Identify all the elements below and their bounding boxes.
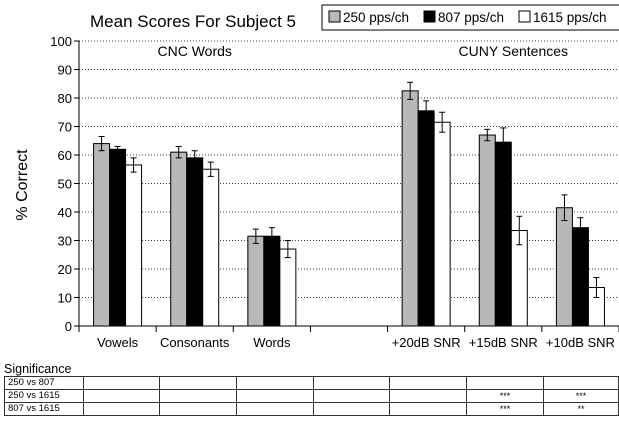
significance-cell	[236, 389, 314, 403]
significance-cell	[389, 402, 468, 416]
legend-label: 1615 pps/ch	[533, 10, 607, 25]
chart-title: Mean Scores For Subject 5	[90, 12, 296, 31]
significance-cell: **	[543, 402, 619, 416]
y-tick-label: 0	[65, 319, 72, 334]
bar	[417, 110, 435, 327]
significance-row-label: 807 vs 1615	[4, 402, 84, 416]
significance-row: 250 vs 807	[4, 376, 619, 390]
y-tick-label: 100	[50, 34, 72, 49]
y-tick-label: 60	[58, 148, 72, 163]
bar	[186, 157, 204, 327]
y-axis-label: % Correct	[14, 149, 31, 221]
significance-cell	[466, 376, 544, 390]
bar	[433, 121, 451, 327]
significance-cell: ***	[466, 389, 544, 403]
legend-swatch	[423, 10, 436, 23]
grid-lines	[79, 40, 619, 298]
bar	[401, 90, 419, 327]
bar	[571, 227, 589, 327]
y-tick-label: 40	[58, 205, 72, 220]
significance-cell: ***	[543, 389, 619, 403]
bar	[247, 235, 265, 327]
significance-cell	[82, 376, 161, 390]
x-tick-label: Vowels	[97, 335, 139, 350]
legend-label: 250 pps/ch	[343, 10, 409, 25]
significance-cell: ***	[466, 402, 544, 416]
x-tick-label: +10dB SNR	[546, 335, 615, 350]
bar-chart: Mean Scores For Subject 5 % Correct 250 …	[14, 4, 619, 350]
significance-table: 250 vs 807 250 vs 1615 *** *** 807 vs 1615 **…	[4, 376, 619, 416]
bar	[170, 151, 188, 327]
significance-cell	[159, 376, 238, 390]
y-axis: 0 10 20 30 40 50 60 70 80 90 100	[50, 34, 80, 334]
legend-swatch	[518, 10, 531, 23]
bars	[93, 81, 605, 327]
significance-row-label: 250 vs 807	[4, 376, 84, 390]
significance-label: Significance	[4, 362, 72, 376]
bar	[478, 134, 496, 327]
y-tick-label: 10	[58, 291, 72, 306]
bar	[93, 143, 111, 327]
y-tick-label: 20	[58, 262, 72, 277]
group-header-cuny-sentences: CUNY Sentences	[459, 43, 568, 59]
significance-cell	[159, 389, 238, 403]
bar	[263, 235, 281, 327]
significance-cell	[389, 376, 468, 390]
x-axis: Vowels Consonants Words +20dB SNR +15dB SNR +…	[78, 325, 619, 350]
legend: 250 pps/ch 807 pps/ch 1615 pps/ch	[321, 4, 619, 31]
significance-cell	[82, 389, 161, 403]
bar	[555, 207, 573, 327]
y-tick-label: 50	[58, 177, 72, 192]
y-tick-label: 90	[58, 63, 72, 78]
significance-cell	[543, 376, 619, 390]
significance-row-label: 250 vs 1615	[4, 389, 84, 403]
significance-row: 807 vs 1615 *** **	[4, 402, 619, 416]
significance-cell	[82, 402, 161, 416]
y-tick-label: 70	[58, 120, 72, 135]
legend-label: 807 pps/ch	[438, 10, 504, 25]
bar	[279, 248, 297, 327]
significance-cell	[312, 376, 391, 390]
significance-cell	[159, 402, 238, 416]
significance-cell	[236, 376, 314, 390]
significance-cell	[312, 389, 391, 403]
bar	[202, 168, 220, 327]
x-tick-label: Words	[253, 335, 291, 350]
x-tick-label: +20dB SNR	[392, 335, 461, 350]
significance-cell	[312, 402, 391, 416]
legend-swatch	[328, 10, 341, 23]
x-tick-label: +15dB SNR	[469, 335, 538, 350]
y-tick-label: 30	[58, 234, 72, 249]
bar	[494, 141, 512, 327]
significance-row: 250 vs 1615 *** ***	[4, 389, 619, 403]
x-tick-label: Consonants	[160, 335, 230, 350]
bar	[109, 148, 127, 327]
bar	[125, 164, 143, 327]
significance-cell	[236, 402, 314, 416]
y-tick-label: 80	[58, 91, 72, 106]
legend-box	[321, 4, 619, 31]
significance-cell	[389, 389, 468, 403]
group-headers: CNC Words CUNY Sentences	[158, 43, 569, 59]
group-header-cnc-words: CNC Words	[158, 43, 232, 59]
